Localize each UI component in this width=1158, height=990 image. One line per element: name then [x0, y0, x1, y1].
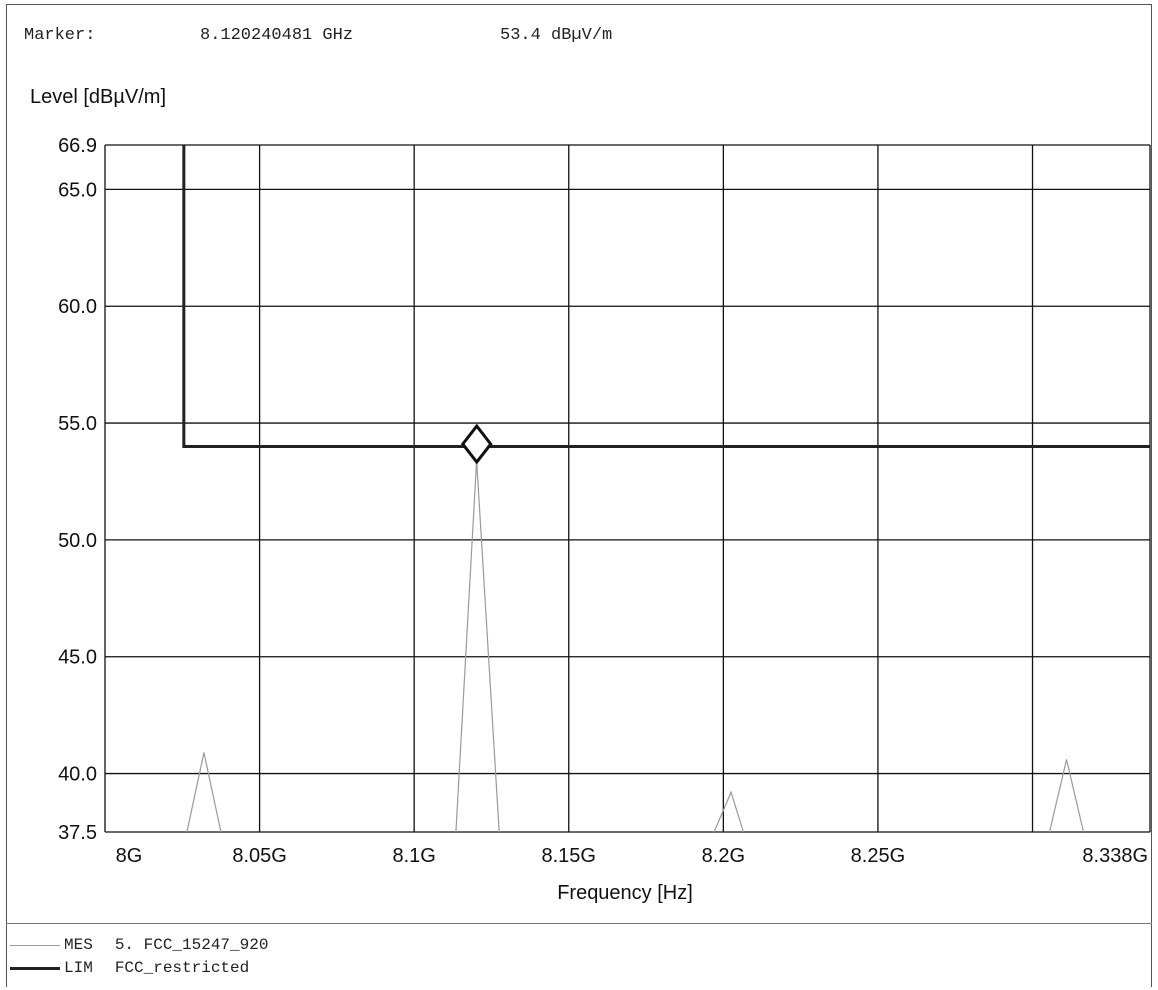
- x-tick-label: 8.15G: [542, 845, 596, 867]
- x-tick-label: 8.338G: [1082, 845, 1148, 867]
- x-tick-label: 8.05G: [232, 845, 286, 867]
- x-tick-label: 8.25G: [851, 845, 905, 867]
- series-mes-peak: [1048, 759, 1085, 833]
- x-tick-label: 8.1G: [392, 845, 435, 867]
- series-mes-peak: [186, 752, 222, 833]
- legend-item-lim: LIM FCC_restricted: [10, 959, 249, 977]
- marker-label: Marker:: [24, 26, 96, 45]
- y-tick-label: 60.0: [58, 296, 97, 318]
- y-tick-label: 66.9: [58, 135, 97, 157]
- legend-code-mes: MES: [64, 936, 93, 954]
- marker-level: 53.4 dBµV/m: [500, 26, 613, 45]
- y-tick-label: 55.0: [58, 413, 97, 435]
- legend-text-mes: 5. FCC_15247_920: [114, 936, 269, 954]
- series-lim-line: [182, 145, 1150, 448]
- x-axis-label: Frequency [Hz]: [557, 882, 693, 904]
- x-tick-label: 8.2G: [702, 845, 745, 867]
- legend-swatch-mes: [10, 944, 60, 946]
- series-mes-peak: [713, 790, 745, 833]
- chart-frame: [6, 4, 1152, 987]
- x-axis-label-wrap: Frequency [Hz]: [0, 882, 1158, 905]
- series-mes-peak: [455, 460, 500, 833]
- y-tick-label: 50.0: [58, 530, 97, 552]
- legend-code-lim: LIM: [64, 959, 93, 977]
- y-axis-label: Level [dBµV/m]: [30, 86, 167, 108]
- y-tick-label: 45.0: [58, 647, 97, 669]
- y-tick-label: 37.5: [58, 822, 97, 844]
- marker-frequency: 8.120240481 GHz: [200, 26, 354, 45]
- legend-swatch-lim: [10, 966, 60, 970]
- legend-item-mes: MES 5. FCC_15247_920: [10, 936, 268, 954]
- y-tick-label: 40.0: [58, 764, 97, 786]
- marker-diamond: [460, 423, 493, 465]
- x-tick-label: 8G: [116, 845, 143, 867]
- legend-separator: [6, 923, 1152, 924]
- legend-text-lim: FCC_restricted: [114, 959, 250, 977]
- y-tick-label: 65.0: [58, 179, 97, 201]
